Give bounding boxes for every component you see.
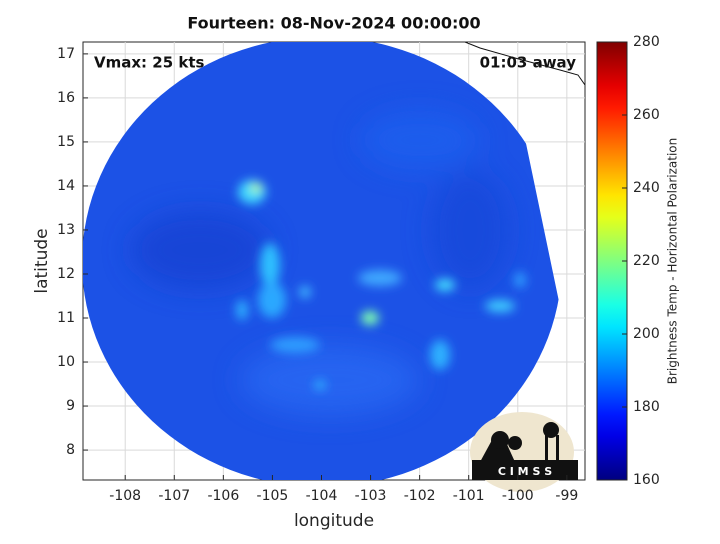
x-tick-label: -103 [355, 488, 387, 504]
x-tick-label: -108 [109, 488, 141, 504]
colorbar-tick-label: 160 [633, 472, 660, 488]
colorbar-label: Brightness Temp - Horizontal Polarizatio… [666, 138, 680, 385]
colorbar-tick-label: 280 [633, 34, 660, 50]
colorbar-tick-label: 220 [633, 253, 660, 269]
logo-text: C I M S S [498, 465, 552, 478]
colorbar-tick-label: 180 [633, 399, 660, 415]
y-tick-label: 11 [57, 310, 75, 326]
y-tick-label: 9 [66, 398, 75, 414]
colorbar-tick-label: 240 [633, 180, 660, 196]
y-tick-label: 16 [57, 90, 75, 106]
x-tick-label: -104 [306, 488, 338, 504]
x-tick-label: -100 [502, 488, 534, 504]
annotation: Vmax: 25 kts [94, 54, 204, 72]
y-tick-label: 15 [57, 134, 75, 150]
logo: C I M S S [470, 412, 578, 492]
x-tick-label: -101 [453, 488, 485, 504]
y-tick-label: 17 [57, 46, 75, 62]
y-tick-label: 10 [57, 354, 75, 370]
x-tick-label: -105 [257, 488, 289, 504]
x-tick-label: -102 [404, 488, 436, 504]
x-tick-label: -99 [555, 488, 578, 504]
y-axis-label: latitude [32, 228, 52, 293]
y-tick-label: 8 [66, 442, 75, 458]
swath [83, 42, 585, 480]
colorbar-tick-label: 260 [633, 107, 660, 123]
x-tick-label: -106 [207, 488, 239, 504]
y-tick-label: 14 [57, 178, 75, 194]
chart-title: Fourteen: 08-Nov-2024 00:00:00 [187, 14, 480, 33]
x-axis-label: longitude [294, 511, 374, 531]
colorbar-tick-label: 200 [633, 326, 660, 342]
annotation: 01:03 away [480, 54, 577, 72]
y-tick-label: 13 [57, 222, 75, 238]
y-tick-label: 12 [57, 266, 75, 282]
x-tick-label: -107 [158, 488, 190, 504]
